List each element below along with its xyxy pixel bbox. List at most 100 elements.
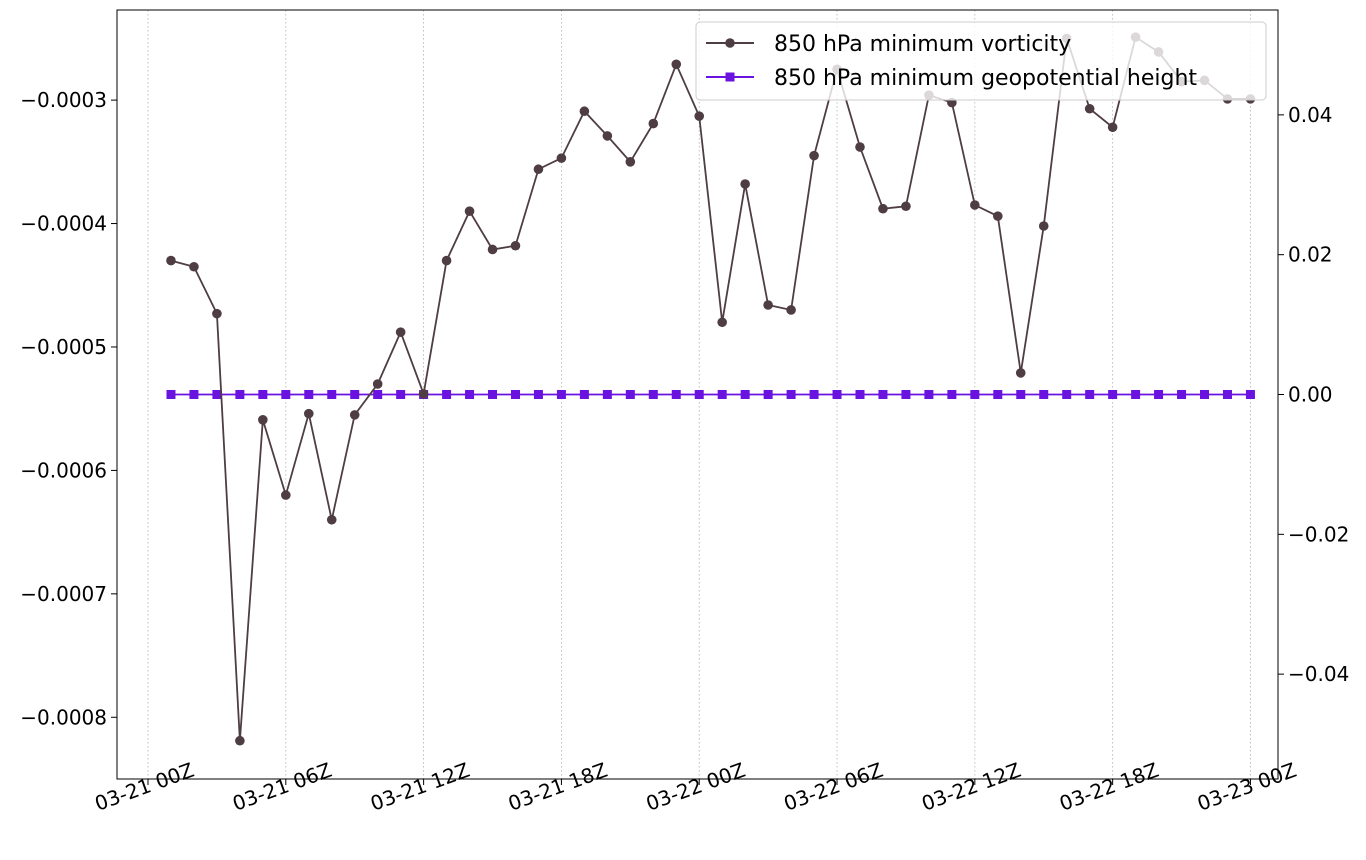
series-0-point <box>992 211 1003 221</box>
series-1-point <box>993 390 1003 399</box>
series-1-point <box>947 390 957 399</box>
y-right-tick-label: −0.04 <box>1288 662 1349 686</box>
y-right-tick-label: 0.04 <box>1288 103 1333 127</box>
series-0-point <box>878 203 888 214</box>
series-1-point <box>1177 390 1187 399</box>
series-0-point <box>395 327 406 337</box>
y-left-tick-label: −0.0004 <box>20 212 107 236</box>
series-1-point <box>740 390 750 399</box>
series-0-point <box>1084 103 1095 114</box>
series-1-point <box>717 390 727 399</box>
y-left-tick-label: −0.0005 <box>20 335 107 359</box>
series-0-point <box>487 244 498 255</box>
x-tick-label: 03-21 00Z <box>92 758 198 816</box>
series-1-point <box>763 390 773 399</box>
legend-label-1: 850 hPa minimum geopotential height <box>774 66 1197 91</box>
series-0-point <box>349 410 360 420</box>
series-0-point <box>556 153 567 163</box>
legend-swatch-1-marker <box>725 72 735 82</box>
series-1-point <box>694 390 704 399</box>
y-axis-left: −0.0003 −0.0004 −0.0005 −0.0006 −0.0007 −0.00… <box>20 88 117 729</box>
series-1-point <box>465 390 475 399</box>
x-tick-label: 03-22 06Z <box>781 758 887 816</box>
series-0-point <box>671 59 682 70</box>
series-0-point <box>464 206 475 216</box>
series-0-point <box>855 142 865 152</box>
series-0-point <box>533 164 544 175</box>
y-right-tick-label: 0.02 <box>1288 243 1333 267</box>
series-1-point <box>189 390 199 399</box>
y-left-tick-label: −0.0008 <box>20 705 107 729</box>
series-1-point <box>625 390 635 399</box>
series-0-point <box>281 490 291 500</box>
y-left-tick-label: −0.0007 <box>20 582 107 606</box>
series-1-point <box>533 390 543 399</box>
series-1-point <box>212 390 222 399</box>
legend-box <box>695 21 1267 101</box>
series-1-point <box>1062 390 1072 399</box>
series-1-point <box>786 390 796 399</box>
series-0-line <box>170 35 1251 741</box>
series-1-point <box>1039 390 1049 399</box>
series-1-point <box>488 390 498 399</box>
series-0-point <box>740 179 750 189</box>
series-1-point <box>579 390 589 399</box>
series-1-point <box>924 390 934 399</box>
series-layer <box>166 32 1256 746</box>
series-0-point <box>326 514 337 525</box>
x-tick-label: 03-23 00Z <box>1194 758 1300 816</box>
series-1-point <box>304 390 314 399</box>
series-0-point <box>1015 368 1026 378</box>
y-right-tick-label: −0.02 <box>1288 522 1349 546</box>
series-0-point <box>372 379 383 389</box>
series-1-point <box>350 390 360 399</box>
series-0-point <box>694 111 705 121</box>
series-0-point <box>970 200 980 210</box>
series-0-point <box>648 118 659 129</box>
series-0-point <box>212 308 222 319</box>
x-tick-label: 03-21 12Z <box>367 758 473 816</box>
x-tick-label: 03-21 06Z <box>229 758 335 816</box>
series-1-point <box>258 390 268 399</box>
series-1-point <box>442 390 452 399</box>
series-1-point <box>602 390 612 399</box>
series-1-point <box>1131 390 1141 399</box>
series-1-point <box>281 390 291 399</box>
series-0-point <box>763 300 773 310</box>
x-tick-label: 03-22 12Z <box>918 758 1024 816</box>
x-tick-label: 03-21 18Z <box>505 758 611 816</box>
series-1-point <box>235 390 245 399</box>
legend-swatch-0-marker <box>725 38 735 48</box>
x-tick-label: 03-22 18Z <box>1056 758 1162 816</box>
y-right-tick-label: 0.00 <box>1288 383 1333 407</box>
series-1-point <box>1154 390 1164 399</box>
series-0-point <box>235 735 245 746</box>
series-0-point <box>510 240 521 251</box>
series-0-point <box>809 150 819 161</box>
series-1-point <box>1245 390 1255 399</box>
series-0-point <box>166 255 176 266</box>
series-0-point <box>258 415 268 425</box>
series-1-point <box>901 390 911 399</box>
series-1-point <box>1200 390 1210 399</box>
series-0-point <box>625 157 636 167</box>
y-axis-right: 0.04 0.02 0.00 −0.02 −0.04 <box>1278 103 1349 686</box>
series-0-point <box>303 408 314 419</box>
series-0-point <box>1038 221 1049 231</box>
series-1-point <box>1222 390 1232 399</box>
series-1-point <box>878 390 888 399</box>
series-0-point <box>579 106 590 117</box>
series-0-point <box>441 255 452 266</box>
series-1-point <box>1085 390 1095 399</box>
legend-label-0: 850 hPa minimum vorticity <box>774 32 1071 57</box>
series-1-point <box>970 390 980 399</box>
series-0-point <box>602 131 613 141</box>
series-1-point <box>1108 390 1118 399</box>
series-1-point <box>809 390 819 399</box>
series-0-point <box>418 389 429 399</box>
series-1-point <box>396 390 406 399</box>
legend: 850 hPa minimum vorticity 850 hPa minimum… <box>695 21 1267 101</box>
series-1-point <box>855 390 865 399</box>
series-1-point <box>166 390 176 399</box>
